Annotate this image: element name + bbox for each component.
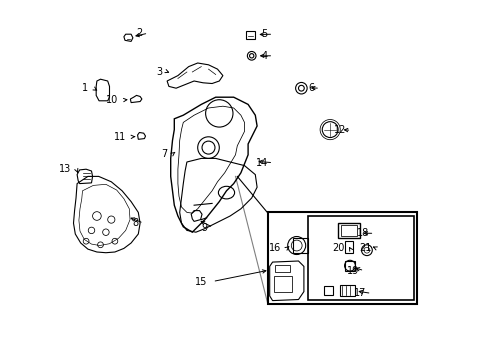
Bar bbox=[292, 238, 307, 253]
Text: 15: 15 bbox=[194, 276, 206, 287]
Bar bbox=[345, 261, 355, 271]
Text: 2: 2 bbox=[137, 28, 142, 38]
Text: 16: 16 bbox=[268, 243, 281, 253]
Text: 17: 17 bbox=[353, 288, 366, 298]
Bar bbox=[267, 212, 416, 304]
Bar bbox=[246, 31, 255, 39]
Text: 9: 9 bbox=[201, 222, 207, 233]
Text: 14: 14 bbox=[255, 158, 267, 168]
Text: 6: 6 bbox=[308, 83, 314, 93]
Bar bbox=[275, 265, 289, 272]
Text: 7: 7 bbox=[161, 149, 167, 159]
Bar bbox=[307, 216, 413, 300]
Bar bbox=[344, 241, 352, 253]
Text: 10: 10 bbox=[105, 95, 118, 105]
Bar bbox=[274, 276, 292, 292]
Text: 4: 4 bbox=[261, 51, 267, 61]
Bar bbox=[339, 285, 354, 296]
Text: 1: 1 bbox=[81, 83, 88, 93]
Bar bbox=[340, 225, 356, 236]
Text: 12: 12 bbox=[333, 125, 346, 135]
Text: 11: 11 bbox=[114, 132, 126, 142]
Text: 5: 5 bbox=[261, 29, 267, 39]
Text: 21: 21 bbox=[358, 243, 370, 253]
Text: 18: 18 bbox=[356, 228, 368, 238]
Bar bbox=[323, 286, 332, 295]
Text: 8: 8 bbox=[132, 218, 138, 228]
Text: 13: 13 bbox=[59, 164, 71, 174]
Bar bbox=[337, 223, 359, 238]
Text: 20: 20 bbox=[331, 243, 344, 253]
Text: 19: 19 bbox=[346, 266, 358, 276]
Text: 3: 3 bbox=[156, 67, 162, 77]
